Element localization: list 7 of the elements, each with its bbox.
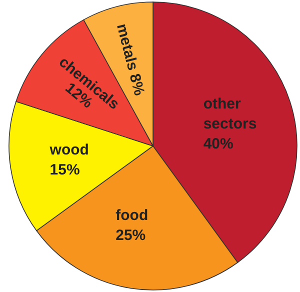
data-label: 40% bbox=[203, 136, 234, 153]
slice-label: wood bbox=[48, 141, 89, 158]
data-label: 15% bbox=[50, 161, 80, 178]
slice-label: metals 8% bbox=[112, 22, 148, 98]
data-label: 25% bbox=[116, 227, 146, 244]
slice-label: food bbox=[116, 207, 148, 224]
slice-label: other sectors bbox=[203, 96, 257, 133]
